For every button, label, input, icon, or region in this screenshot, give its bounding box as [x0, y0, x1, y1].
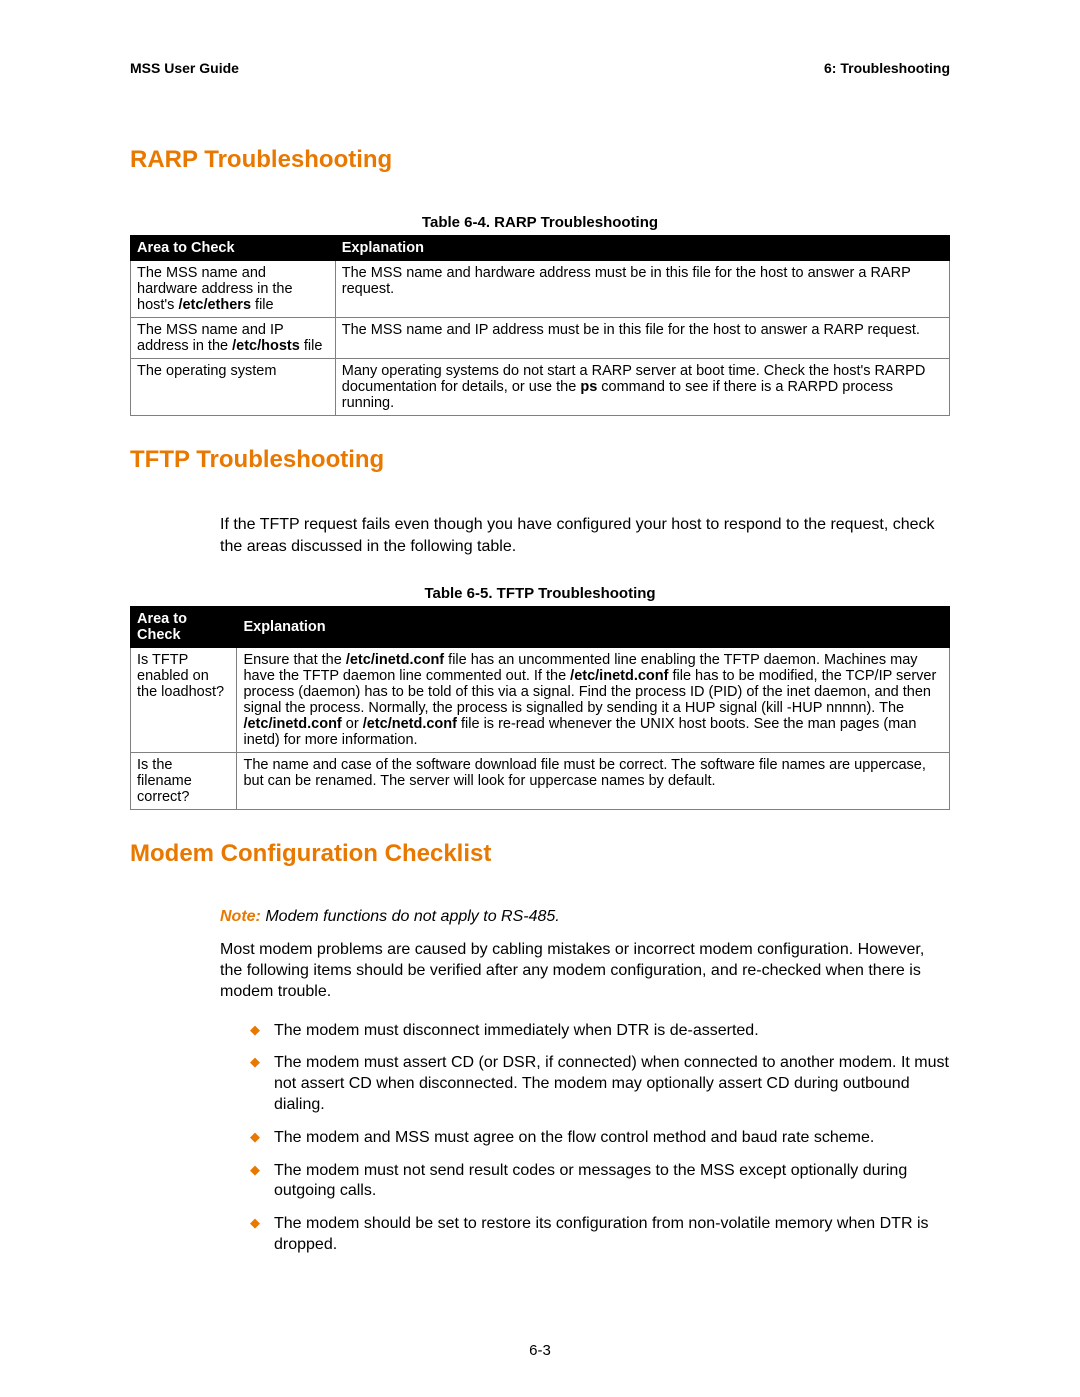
cell-explanation: The MSS name and IP address must be in t…: [335, 318, 949, 359]
list-item: The modem and MSS must agree on the flow…: [250, 1128, 950, 1149]
page-header: MSS User Guide 6: Troubleshooting: [130, 60, 950, 76]
header-left: MSS User Guide: [130, 60, 239, 76]
table-row: The MSS name and IP address in the /etc/…: [131, 318, 950, 359]
section-title-tftp: TFTP Troubleshooting: [130, 446, 950, 474]
modem-bullets: The modem must disconnect immediately wh…: [250, 1021, 950, 1256]
tftp-intro: If the TFTP request fails even though yo…: [220, 514, 950, 557]
list-item: The modem must assert CD (or DSR, if con…: [250, 1053, 950, 1115]
modem-para: Most modem problems are caused by cablin…: [220, 940, 950, 1002]
section-title-rarp: RARP Troubleshooting: [130, 146, 950, 174]
modem-note: Note: Modem functions do not apply to RS…: [220, 908, 950, 926]
table-caption-rarp: Table 6-4. RARP Troubleshooting: [130, 214, 950, 231]
table-rarp: Area to Check Explanation The MSS name a…: [130, 235, 950, 416]
note-text: Modem functions do not apply to RS-485.: [261, 908, 560, 925]
cell-area: Is the filename correct?: [131, 753, 237, 810]
list-item: The modem must disconnect immediately wh…: [250, 1021, 950, 1042]
th-explanation: Explanation: [335, 236, 949, 261]
cell-explanation: Many operating systems do not start a RA…: [335, 359, 949, 416]
table-row: Is TFTP enabled on the loadhost? Ensure …: [131, 648, 950, 753]
header-right: 6: Troubleshooting: [824, 60, 950, 76]
document-page: MSS User Guide 6: Troubleshooting RARP T…: [0, 0, 1080, 1308]
section-title-modem: Modem Configuration Checklist: [130, 840, 950, 868]
cell-explanation: The name and case of the software downlo…: [237, 753, 950, 810]
cell-area: The operating system: [131, 359, 336, 416]
th-area: Area to Check: [131, 236, 336, 261]
cell-area: The MSS name and IP address in the /etc/…: [131, 318, 336, 359]
table-row: The operating system Many operating syst…: [131, 359, 950, 416]
cell-explanation: Ensure that the /etc/inetd.conf file has…: [237, 648, 950, 753]
th-area: Area to Check: [131, 607, 237, 648]
cell-area: The MSS name and hardware address in the…: [131, 261, 336, 318]
cell-area: Is TFTP enabled on the loadhost?: [131, 648, 237, 753]
table-caption-tftp: Table 6-5. TFTP Troubleshooting: [130, 585, 950, 602]
table-row: The MSS name and hardware address in the…: [131, 261, 950, 318]
cell-explanation: The MSS name and hardware address must b…: [335, 261, 949, 318]
list-item: The modem should be set to restore its c…: [250, 1214, 950, 1256]
th-explanation: Explanation: [237, 607, 950, 648]
list-item: The modem must not send result codes or …: [250, 1161, 950, 1203]
table-tftp: Area to Check Explanation Is TFTP enable…: [130, 606, 950, 810]
note-label: Note:: [220, 908, 261, 925]
page-number: 6-3: [0, 1342, 1080, 1359]
table-row: Is the filename correct? The name and ca…: [131, 753, 950, 810]
